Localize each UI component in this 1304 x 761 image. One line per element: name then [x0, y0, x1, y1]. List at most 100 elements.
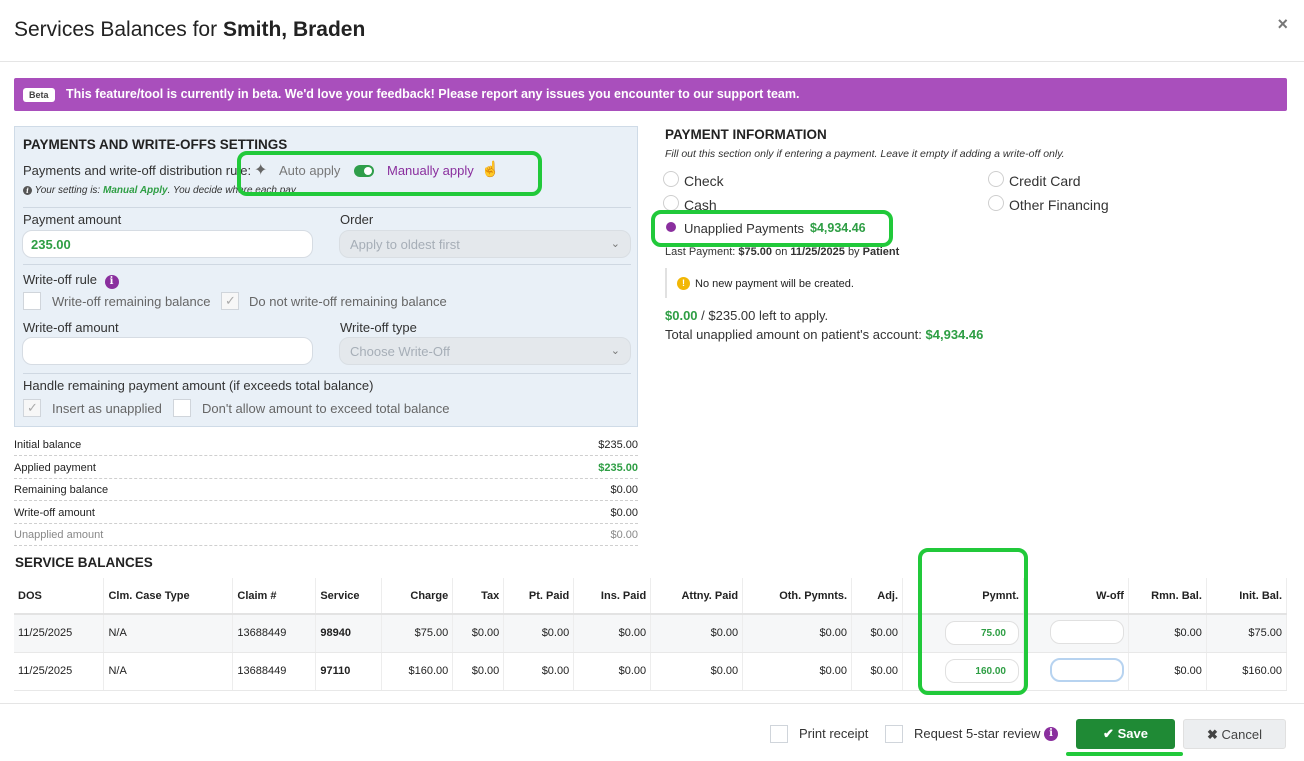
col-init-bal[interactable]: Init. Bal.	[1206, 578, 1288, 615]
writeoff-input[interactable]	[1049, 619, 1124, 644]
unapplied-payments-label: Unapplied Payments	[684, 221, 804, 236]
title-prefix: Services Balances for	[14, 18, 218, 41]
cell-charge: $75.00	[381, 614, 454, 653]
cell-charge: $160.00	[381, 652, 454, 691]
left-to-apply: $0.00 / $235.00 left to apply.	[665, 308, 828, 323]
print-receipt-checkbox[interactable]	[770, 725, 788, 743]
col-rmn-bal[interactable]: Rmn. Bal.	[1128, 578, 1207, 615]
info-icon[interactable]: i	[104, 275, 119, 289]
modal-footer: Print receipt Request 5-star review i ✔ …	[0, 703, 1304, 761]
total-unapplied: Total unapplied amount on patient's acco…	[665, 327, 983, 342]
handle-remaining-label: Handle remaining payment amount (if exce…	[23, 378, 374, 393]
highlight-apply-mode	[237, 151, 542, 196]
last-payment: Last Payment: $75.00 on 11/25/2025 by Pa…	[665, 246, 899, 258]
cell-pymnt: 160.00	[902, 652, 1024, 691]
cell-case-type: N/A	[103, 614, 234, 653]
cancel-button[interactable]: ✖ Cancel	[1183, 719, 1286, 749]
cell-rmn-bal: $0.00	[1128, 652, 1207, 691]
info-icon[interactable]: i	[1044, 727, 1058, 741]
cell-pt-paid: $0.00	[503, 652, 575, 691]
insert-unapplied-checkbox[interactable]	[23, 399, 41, 417]
cell-pymnt: 75.00	[902, 614, 1024, 653]
col-woff[interactable]: W-off	[1023, 578, 1129, 615]
manually-apply-option[interactable]: Manually apply	[387, 163, 474, 178]
col-adj[interactable]: Adj.	[851, 578, 904, 615]
col-claim[interactable]: Claim #	[232, 578, 317, 615]
save-button[interactable]: ✔ Save	[1076, 719, 1175, 749]
cell-init-bal: $160.00	[1206, 652, 1288, 691]
auto-apply-option[interactable]: Auto apply	[279, 163, 341, 178]
beta-tag: Beta	[23, 88, 55, 102]
other-financing-radio[interactable]	[988, 195, 1004, 211]
balance-row-unapplied: Unapplied amount $0.00	[14, 523, 638, 546]
left-amount: $0.00	[665, 308, 698, 323]
cell-oth-pymnts: $0.00	[742, 614, 853, 653]
save-underline	[1066, 752, 1183, 756]
request-review-checkbox[interactable]	[885, 725, 903, 743]
col-dos[interactable]: DOS	[14, 578, 105, 615]
col-tax[interactable]: Tax	[452, 578, 505, 615]
check-radio[interactable]	[663, 171, 679, 187]
left-rest: / $235.00 left to apply.	[701, 308, 829, 323]
setting-note-suffix: . You decide where each pay	[167, 185, 296, 196]
col-pymnt[interactable]: Pymnt.	[902, 578, 1024, 615]
insert-unapplied-label: Insert as unapplied	[52, 401, 162, 416]
col-oth-pymnts[interactable]: Oth. Pymnts.	[742, 578, 853, 615]
balance-row-initial: Initial balance $235.00	[14, 433, 638, 456]
unapplied-payments-radio[interactable]	[663, 219, 679, 235]
info-icon: i	[23, 186, 32, 195]
payment-amount-input[interactable]: 235.00	[22, 230, 313, 258]
dont-allow-exceed-checkbox[interactable]	[173, 399, 191, 417]
check-icon: ✔	[1103, 726, 1114, 741]
save-label: Save	[1117, 726, 1148, 741]
cell-claim: 13688449	[232, 652, 317, 691]
cell-rmn-bal: $0.00	[1128, 614, 1207, 653]
writeoff-input[interactable]	[1049, 657, 1124, 682]
col-case-type[interactable]: Clm. Case Type	[103, 578, 234, 615]
magic-wand-icon: ✦	[254, 162, 268, 179]
writeoff-remaining-checkbox[interactable]	[23, 292, 41, 310]
cell-case-type: N/A	[103, 652, 234, 691]
order-select[interactable]: Apply to oldest first ⌄	[339, 230, 631, 258]
cell-claim: 13688449	[232, 614, 317, 653]
credit-card-radio[interactable]	[988, 171, 1004, 187]
last-payment-on: on	[775, 246, 788, 258]
cell-tax: $0.00	[452, 614, 505, 653]
payment-info-title: PAYMENT INFORMATION	[665, 127, 827, 142]
payment-input[interactable]: 75.00	[944, 621, 1019, 646]
cell-service: 97110	[315, 652, 383, 691]
cell-adj: $0.00	[851, 614, 904, 653]
apply-mode-toggle[interactable]	[354, 165, 374, 177]
table-row: 11/25/2025 N/A 13688449 97110 $160.00 $0…	[14, 652, 1288, 691]
service-balances-table: DOS Clm. Case Type Claim # Service Charg…	[14, 578, 1288, 691]
distribution-rule-label: Payments and write-off distribution rule…	[23, 163, 252, 178]
balance-value: $0.00	[610, 484, 638, 496]
writeoff-type-select[interactable]: Choose Write-Off ⌄	[339, 337, 631, 365]
balance-label: Write-off amount	[14, 507, 95, 519]
cell-woff	[1023, 652, 1129, 691]
col-pt-paid[interactable]: Pt. Paid	[503, 578, 575, 615]
cash-radio[interactable]	[663, 195, 679, 211]
col-service[interactable]: Service	[315, 578, 383, 615]
payment-input[interactable]: 160.00	[944, 659, 1019, 683]
balance-label: Remaining balance	[14, 484, 109, 496]
cell-ins-paid: $0.00	[573, 614, 652, 653]
col-attny-paid[interactable]: Attny. Paid	[650, 578, 744, 615]
hand-pointer-icon: ☝	[481, 161, 500, 178]
last-payment-by: by	[847, 246, 860, 258]
dont-allow-exceed-label: Don't allow amount to exceed total balan…	[202, 401, 450, 416]
col-charge[interactable]: Charge	[381, 578, 454, 615]
cell-attny-paid: $0.00	[650, 614, 744, 653]
payment-info-subtitle: Fill out this section only if entering a…	[665, 148, 1065, 160]
cell-attny-paid: $0.00	[650, 652, 744, 691]
balance-value: $235.00	[598, 462, 638, 474]
col-ins-paid[interactable]: Ins. Paid	[573, 578, 652, 615]
cell-service: 98940	[315, 614, 383, 653]
close-icon[interactable]: ×	[1277, 14, 1288, 34]
request-review-label: Request 5-star review	[914, 726, 1041, 741]
writeoff-amount-input[interactable]	[22, 337, 313, 365]
no-writeoff-remaining-checkbox[interactable]	[221, 292, 239, 310]
balance-label: Applied payment	[14, 462, 96, 474]
writeoff-type-label: Write-off type	[340, 320, 417, 335]
